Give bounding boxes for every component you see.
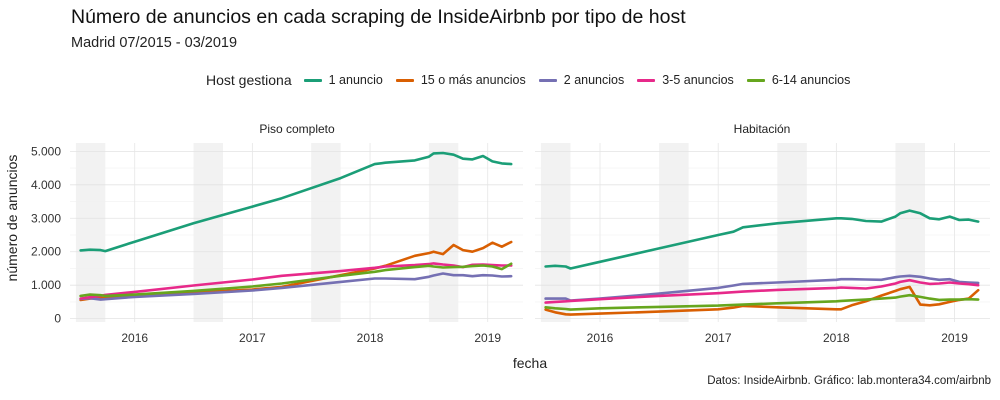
legend-item-2-anuncios: 2 anuncios xyxy=(538,73,625,87)
series-line-2-anuncios xyxy=(79,272,513,301)
y-tick-label: 5.000 xyxy=(31,144,61,158)
legend-swatch xyxy=(538,78,557,82)
chart-title: Número de anuncios en cada scraping de I… xyxy=(71,6,686,28)
legend-label: 2 anuncios xyxy=(563,73,625,87)
legend-swatch xyxy=(303,78,322,82)
x-tick-label: 2019 xyxy=(474,331,501,345)
series-line-1-anuncio xyxy=(79,151,513,253)
y-tick-label: 4.000 xyxy=(31,178,61,192)
series-line-15-o-mas-anuncios xyxy=(544,285,980,316)
shaded-band xyxy=(895,143,925,322)
legend-label: 6-14 anuncios xyxy=(771,73,851,87)
shaded-band xyxy=(428,143,459,322)
x-tick-label: 2018 xyxy=(357,331,384,345)
legend-label: 15 o más anuncios xyxy=(420,73,526,87)
legend-label: 3-5 anuncios xyxy=(662,73,734,87)
x-tick-label: 2017 xyxy=(705,331,732,345)
x-tick-label: 2019 xyxy=(941,331,968,345)
y-tick-label: 0 xyxy=(54,312,61,326)
series-line-6-14-anuncios xyxy=(79,262,513,298)
shaded-band xyxy=(311,143,341,322)
x-tick-label: 2016 xyxy=(121,331,148,345)
legend-item-15-o-mas-anuncios: 15 o más anuncios xyxy=(395,73,526,87)
y-tick-label: 2.000 xyxy=(31,245,61,259)
chart-caption: Datos: InsideAirbnb. Gráfico: lab.monter… xyxy=(707,375,991,387)
legend-swatch xyxy=(746,78,765,82)
series-line-1-anuncio xyxy=(544,209,980,270)
legend-item-1-anuncio: 1 anuncio xyxy=(303,73,383,87)
series-line-6-14-anuncios xyxy=(544,293,980,311)
x-tick-label: 2016 xyxy=(587,331,614,345)
shaded-band xyxy=(75,143,106,322)
facet-title-habitacion: Habitación xyxy=(733,122,791,136)
chart-subtitle: Madrid 07/2015 - 03/2019 xyxy=(71,35,238,51)
shaded-band xyxy=(193,143,223,322)
legend-swatch xyxy=(637,78,656,82)
legend-swatch xyxy=(395,78,414,82)
legend-title: Host gestiona xyxy=(206,72,292,88)
legend-item-3-5-anuncios: 3-5 anuncios xyxy=(637,73,734,87)
y-tick-label: 1.000 xyxy=(31,278,61,292)
series-line-3-5-anuncios xyxy=(544,278,980,304)
legend: Host gestiona 1 anuncio 15 o más anuncio… xyxy=(206,70,863,90)
facet-title-piso-completo: Piso completo xyxy=(259,122,335,136)
x-axis-title: fecha xyxy=(512,355,548,371)
shaded-band xyxy=(777,143,807,322)
legend-item-6-14-anuncios: 6-14 anuncios xyxy=(746,73,851,87)
x-tick-label: 2017 xyxy=(239,331,266,345)
legend-label: 1 anuncio xyxy=(328,73,383,87)
x-tick-label: 2018 xyxy=(823,331,850,345)
y-tick-label: 3.000 xyxy=(31,211,61,225)
shaded-band xyxy=(540,143,571,322)
